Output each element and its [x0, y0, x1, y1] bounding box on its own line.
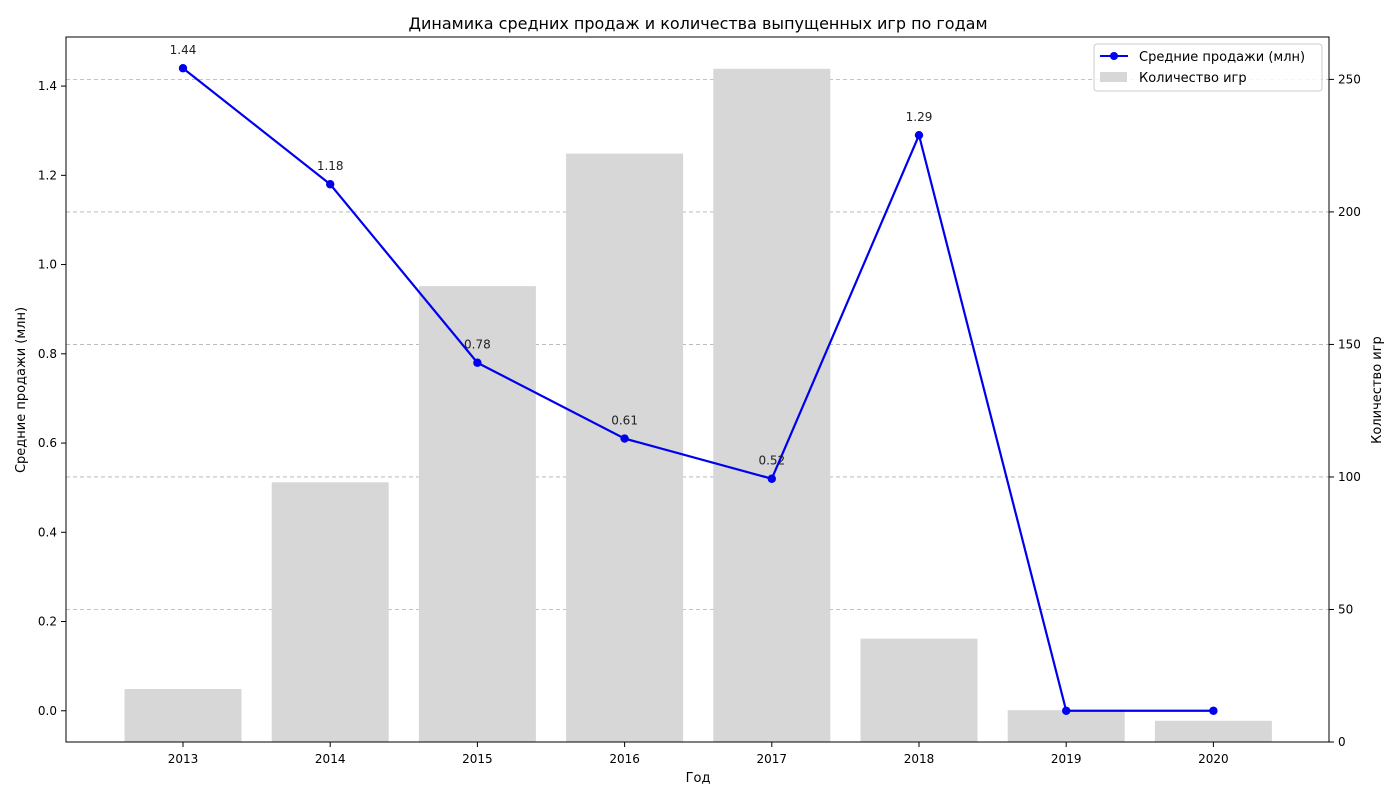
data-label-2016: 0.61 — [611, 414, 638, 428]
sales-point-2016 — [620, 434, 629, 443]
y-tick-label-left: 1.4 — [38, 79, 57, 93]
sales-point-2014 — [326, 180, 335, 189]
y-tick-label-right: 200 — [1338, 205, 1361, 219]
sales-point-2019 — [1062, 706, 1071, 715]
x-tick-label: 2014 — [315, 752, 346, 766]
sales-point-2020 — [1209, 706, 1218, 715]
legend-bar-swatch — [1100, 72, 1127, 82]
data-label-2014: 1.18 — [317, 159, 344, 173]
legend-label-sales: Средние продажи (млн) — [1139, 50, 1305, 65]
x-tick-label: 2020 — [1198, 752, 1229, 766]
bar-2018 — [860, 638, 978, 742]
y-tick-label-left: 1.2 — [38, 168, 57, 182]
x-tick-label: 2019 — [1051, 752, 1082, 766]
bar-2014 — [271, 482, 389, 742]
data-label-2013: 1.44 — [170, 43, 197, 57]
plot-frame — [65, 36, 1330, 743]
y-axis-right: 0 50 100 150 200 250 — [1329, 72, 1361, 749]
sales-point-2017 — [767, 474, 776, 483]
bar-2016 — [566, 153, 684, 742]
x-tick-label: 2017 — [757, 752, 788, 766]
x-tick-label: 2013 — [168, 752, 199, 766]
bar-series — [124, 68, 1272, 743]
data-labels: 1.44 1.18 0.78 0.61 0.52 1.29 — [170, 43, 933, 468]
data-label-2018: 1.29 — [906, 110, 933, 124]
bar-2013 — [124, 688, 242, 742]
y-tick-label-right: 100 — [1338, 470, 1361, 484]
y-tick-label-left: 1.0 — [38, 258, 57, 272]
y-tick-label-right: 250 — [1338, 72, 1361, 86]
sales-point-2015 — [473, 358, 482, 367]
legend: Средние продажи (млн) Количество игр — [1093, 43, 1323, 92]
legend-label-games: Количество игр — [1139, 71, 1247, 86]
y-tick-label-left: 0.4 — [38, 525, 57, 539]
sales-point-2013 — [178, 64, 188, 73]
y-tick-label-left: 0.0 — [38, 704, 57, 718]
y-tick-label-left: 0.2 — [38, 615, 57, 629]
y-tick-label-right: 50 — [1338, 602, 1353, 616]
y-axis-left: 0.0 0.2 0.4 0.6 0.8 1.0 1.2 1.4 — [38, 79, 66, 718]
bar-2015 — [418, 286, 536, 742]
sales-point-2018 — [914, 130, 924, 140]
y-tick-label-left: 0.8 — [38, 347, 57, 361]
bar-2017 — [713, 68, 831, 743]
x-tick-label: 2016 — [609, 752, 640, 766]
x-axis: 2013 2014 2015 2016 2017 2018 2019 2020 — [168, 742, 1229, 766]
y-axis-label-right: Количество игр — [1370, 336, 1385, 444]
bar-2019 — [1007, 710, 1125, 742]
data-label-2017: 0.52 — [758, 454, 785, 468]
y-tick-label-left: 0.6 — [38, 436, 57, 450]
y-tick-label-right: 150 — [1338, 337, 1361, 351]
y-tick-label-right: 0 — [1338, 735, 1346, 749]
bar-2020 — [1154, 720, 1272, 742]
chart-title: Динамика средних продаж и количества вып… — [408, 14, 987, 33]
data-label-2015: 0.78 — [464, 338, 491, 352]
x-axis-label: Год — [686, 771, 711, 786]
legend-frame — [1093, 43, 1323, 92]
sales-line — [182, 67, 1214, 712]
x-tick-label: 2015 — [462, 752, 493, 766]
y-axis-label-left: Средние продажи (млн) — [14, 307, 29, 473]
grid-lines — [66, 79, 1329, 610]
x-tick-label: 2018 — [904, 752, 935, 766]
line-series — [178, 64, 1218, 715]
legend-line-marker — [1110, 52, 1118, 60]
